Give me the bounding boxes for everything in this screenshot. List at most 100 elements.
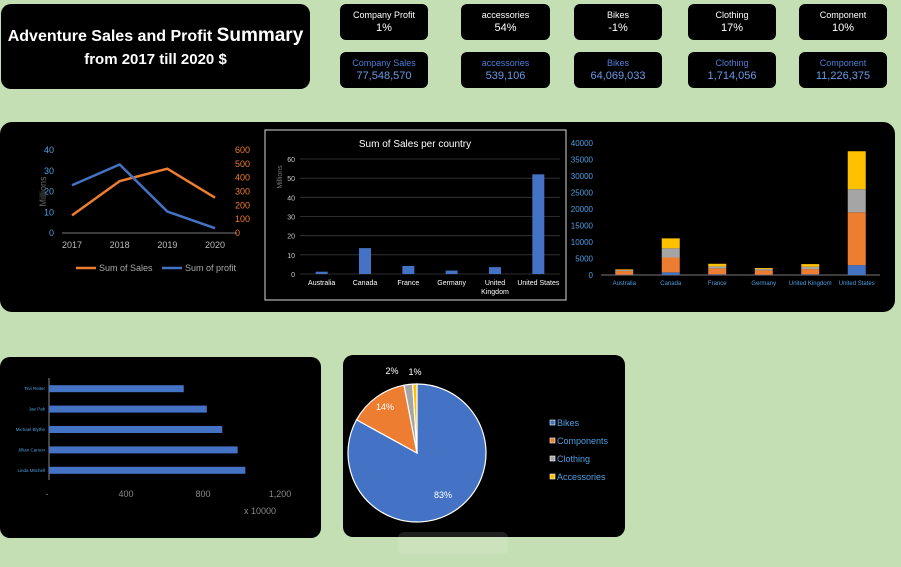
x-tick-label: United bbox=[485, 280, 505, 287]
hbar bbox=[49, 466, 246, 474]
pie-slice-components bbox=[355, 384, 418, 455]
kpi-value: 1% bbox=[376, 22, 392, 34]
y-tick-label: 0 bbox=[291, 272, 295, 279]
kpi-accessories-profit: accessories 54% bbox=[461, 4, 550, 40]
y-tick-label: 50 bbox=[287, 176, 295, 183]
slice-label: 14% bbox=[376, 402, 394, 412]
stacked-segment bbox=[661, 238, 680, 249]
y-tick-label: 15000 bbox=[571, 222, 594, 231]
kpi-value: 1,714,056 bbox=[707, 70, 757, 82]
bar-united-kingdom bbox=[489, 267, 501, 274]
y-tick-label: 35000 bbox=[571, 156, 594, 165]
line-chart-sales-profit: 0102030400100200300400500600Millions2017… bbox=[38, 145, 250, 273]
horizontal-bar-chart-salesperson: Tsvi Reiter Jae Pak Michael Blythe Jillian … bbox=[16, 378, 291, 516]
hbar bbox=[49, 405, 207, 413]
bar-germany bbox=[445, 270, 458, 274]
legend-label: Accessories bbox=[557, 472, 606, 482]
x-tick-label: - bbox=[46, 489, 49, 499]
kpi-label: accessories bbox=[481, 58, 530, 68]
bar-united-states bbox=[532, 174, 545, 274]
stacked-segment bbox=[661, 248, 680, 258]
stacked-segment bbox=[801, 266, 820, 270]
y-left-tick-label: 20 bbox=[44, 187, 54, 197]
pie-slice-accessories bbox=[412, 383, 418, 454]
y-tick-label: 25000 bbox=[571, 189, 594, 198]
x-tick-label: 2018 bbox=[110, 240, 130, 250]
kpi-bikes-sales: Bikes 64,069,033 bbox=[574, 52, 662, 88]
x-tick-label: Germany bbox=[437, 280, 466, 287]
legend-label: Clothing bbox=[557, 454, 590, 464]
x-axis-unit: x 10000 bbox=[244, 506, 276, 516]
bar-france bbox=[402, 265, 415, 274]
kpi-component-profit: Component 10% bbox=[799, 4, 887, 40]
watermark bbox=[398, 532, 508, 554]
y-tick-label: Jillian Carson bbox=[18, 447, 46, 452]
stacked-segment bbox=[708, 268, 727, 275]
y-tick-label: 60 bbox=[287, 157, 295, 164]
x-tick-label: United Kingdom bbox=[789, 281, 832, 287]
kpi-accessories-sales: accessories 539,106 bbox=[461, 52, 550, 88]
y-tick-label: 40000 bbox=[571, 139, 594, 148]
y-right-tick-label: 500 bbox=[235, 159, 250, 169]
series-line-sales bbox=[71, 167, 216, 217]
legend-swatch bbox=[549, 437, 556, 444]
series-line-profit bbox=[71, 163, 216, 230]
slice-label: 1% bbox=[408, 367, 421, 377]
y-right-tick-label: 0 bbox=[235, 228, 240, 238]
bar-canada bbox=[359, 248, 371, 274]
stacked-segment bbox=[661, 257, 680, 273]
stacked-segment bbox=[847, 212, 866, 266]
kpi-value: -1% bbox=[608, 22, 628, 34]
bar-chart-sales-per-country: Sum of Sales per country 0 10 20 30 40 50 60Mil… bbox=[264, 129, 567, 301]
x-tick-label: Canada bbox=[353, 280, 378, 287]
kpi-value: 54% bbox=[494, 22, 517, 34]
x-tick-label: Germany bbox=[751, 281, 776, 287]
y-tick-label: 0 bbox=[589, 271, 594, 280]
pie-chart-category-share: 83% 14% 2% 1% Bikes Components Clothing Accesso… bbox=[347, 366, 609, 523]
y-left-tick-label: 30 bbox=[44, 166, 54, 176]
x-tick-label: Australia bbox=[308, 280, 335, 287]
stacked-segment bbox=[615, 269, 634, 271]
dashboard-title: Adventure Sales and Profit Summary bbox=[8, 25, 304, 47]
x-tick-label: 2019 bbox=[157, 240, 177, 250]
kpi-label: Component bbox=[819, 58, 867, 68]
y-left-axis-title: Millions bbox=[38, 176, 48, 207]
stacked-segment bbox=[801, 269, 820, 275]
kpi-label: accessories bbox=[481, 10, 530, 20]
y-tick-label: 20000 bbox=[571, 205, 594, 214]
kpi-component-sales: Component 11,226,375 bbox=[799, 52, 887, 88]
y-tick-label: 10 bbox=[287, 253, 295, 260]
y-left-tick-label: 0 bbox=[49, 228, 54, 238]
y-axis-title: Millions bbox=[277, 165, 284, 189]
legend-swatch bbox=[549, 419, 556, 426]
kpi-value: 11,226,375 bbox=[815, 70, 871, 82]
stacked-segment bbox=[708, 266, 727, 269]
kpi-label: Clothing bbox=[715, 10, 749, 20]
hbar bbox=[49, 385, 184, 393]
x-tick-label: 2017 bbox=[62, 240, 82, 250]
legend-swatch bbox=[549, 455, 556, 462]
y-tick-label: 30000 bbox=[571, 172, 594, 181]
y-right-tick-label: 300 bbox=[235, 187, 250, 197]
stacked-segment bbox=[708, 263, 727, 267]
chart-title: Sum of Sales per country bbox=[359, 139, 471, 150]
y-tick-label: 10000 bbox=[571, 238, 594, 247]
slice-label: 2% bbox=[385, 366, 398, 376]
kpi-value: 10% bbox=[831, 22, 855, 34]
y-right-tick-label: 400 bbox=[235, 173, 250, 183]
stacked-segment bbox=[708, 274, 727, 275]
stacked-segment bbox=[661, 272, 680, 275]
y-left-tick-label: 10 bbox=[44, 207, 54, 217]
stacked-segment bbox=[615, 271, 634, 275]
x-tick-label: United States bbox=[839, 281, 875, 287]
slice-label: 83% bbox=[434, 490, 452, 500]
stacked-segment bbox=[847, 265, 866, 275]
kpi-value: 77,548,570 bbox=[356, 70, 412, 82]
hbar bbox=[49, 426, 223, 433]
x-tick-label: Canada bbox=[660, 281, 682, 287]
stacked-segment bbox=[754, 269, 773, 271]
y-tick-label: Tsvi Reiter bbox=[24, 386, 46, 391]
y-tick-label: 20 bbox=[287, 234, 295, 241]
kpi-label: Company Profit bbox=[352, 10, 416, 20]
chart-frame bbox=[264, 129, 567, 301]
